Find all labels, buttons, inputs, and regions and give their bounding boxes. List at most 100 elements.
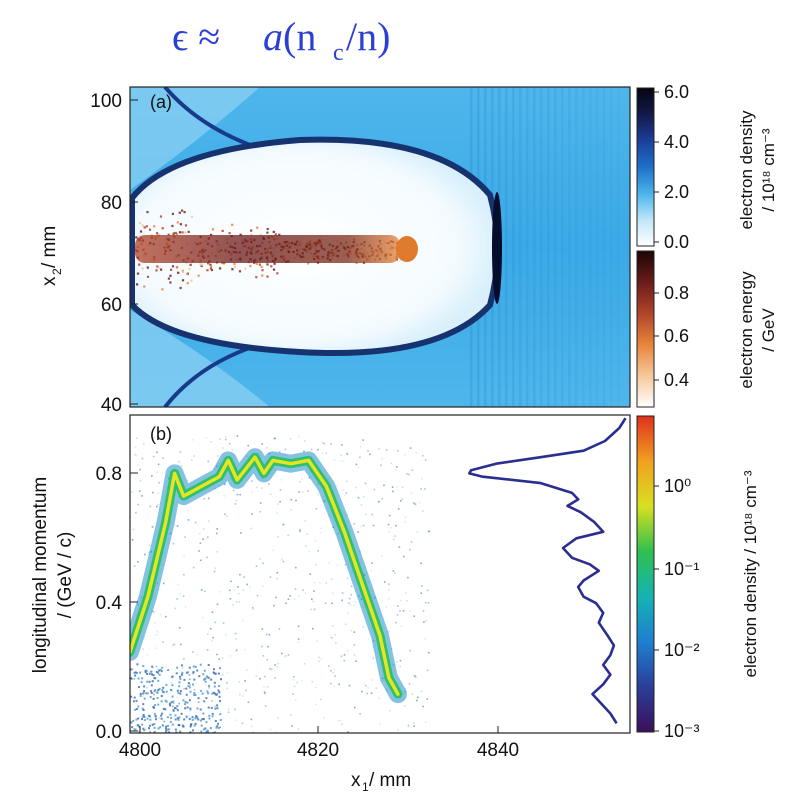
panel-a-beam-particle [258,263,261,266]
panel-b-speckle-dot [332,625,334,627]
panel-b-speckle-dot [146,692,149,695]
panel-b-speckle-dot [413,725,415,727]
panel-b-speckle-dot [216,603,219,606]
panel-b-speckle-dot [193,724,196,727]
panel-b-speckle-dot [225,634,227,636]
panel-a-beam-particle [210,265,213,268]
panel-b-speckle-dot [259,502,262,504]
colorbar-density-unit: / 10¹⁸ cm⁻³ [759,128,778,212]
panel-b-speckle-dot [141,692,144,695]
panel-b-speckle-dot [216,704,219,707]
panel-b-xlabel-sub: 1 [362,780,369,794]
panel-a-beam-particle [161,227,164,230]
panel-b-speckle-dot [135,718,138,721]
panel-a-beam-particle [176,221,179,224]
panel-b-speckle-dot [163,707,166,710]
panel-b-speckle-dot [155,670,158,673]
panel-b-speckle-dot [245,689,247,692]
panel-b-speckle-dot [245,669,248,671]
panel-b-speckle-dot [213,668,215,671]
panel-a-stripe [519,87,522,407]
panel-b-speckle-dot [361,690,363,693]
panel-b-speckle-dot [142,648,145,651]
panel-b-xtick-label: 4820 [297,740,339,761]
panel-a-beam-particle [178,231,182,234]
panel-b-speckle-dot [405,592,407,594]
panel-b-speckle-dot [242,589,245,592]
panel-b-speckle-dot [166,716,169,719]
panel-a-beam-particle [181,231,184,234]
panel-b-speckle-dot [287,598,290,601]
panel-b-speckle-dot [200,724,203,727]
panel-b-speckle-dot [143,690,146,692]
panel-b-speckle-dot [189,683,191,686]
panel-b-speckle-dot [146,717,149,720]
panel-b-speckle-dot [203,498,206,500]
panel-b-speckle-dot [350,585,353,588]
panel-b-speckle-dot [193,694,196,696]
panel-a-beam-particle [148,228,152,231]
panel-b-speckle-dot [347,649,349,652]
panel-b-speckle-dot [355,463,358,466]
panel-b-speckle-dot [131,490,133,493]
panel-b-speckle-dot [200,689,203,692]
panel-b-speckle-dot [207,664,210,666]
panel-a-beam-particle [146,275,150,278]
panel-b-speckle-dot [346,453,349,455]
panel-b-speckle-dot [323,443,326,445]
panel-b-speckle-dot [318,656,320,659]
panel-b-speckle-dot [327,665,330,667]
panel-b-speckle-dot [158,481,160,484]
panel-b-speckle-dot [148,551,150,554]
panel-a-beam-particle [167,277,170,280]
panel-b-speckle-dot [149,715,151,718]
panel-b-speckle-dot [211,712,214,715]
panel-b-speckle-dot [210,678,213,681]
panel-b-speckle-dot [263,675,266,678]
panel-b-ylabel-line2: / (GeV / c) [55,532,76,619]
panel-b-speckle-dot [409,610,411,612]
panel-b-speckle-dot [136,671,138,674]
panel-b-speckle-dot [283,655,286,658]
panel-b-speckle-dot [207,497,210,500]
panel-a-beam-particle [261,274,264,277]
panel-b-speckle-dot [189,731,192,733]
panel-b-speckle-dot [139,468,141,471]
panel-b-speckle-dot [173,643,176,646]
panel-b-speckle-dot [219,719,222,721]
panel-a-beam-particle [138,263,141,266]
panel-b-speckle-dot [184,707,187,710]
panel-b-speckle-dot [281,558,283,561]
panel-b-speckle-dot [137,724,140,727]
panel-b-speckle-dot [159,726,162,729]
panel-a-stripe [554,87,557,407]
panel-b-speckle-dot [160,717,163,720]
panel-a-beam-particle [170,268,173,271]
panel-b-speckle-dot [163,720,166,723]
panel-b-speckle-dot [259,558,261,560]
panel-b-speckle-dot [353,604,355,606]
panel-b-speckle-dot [143,636,146,639]
panel-b-speckle-dot [176,666,179,669]
panel-a-beam-particle [209,267,212,270]
panel-b-speckle-dot [152,611,155,613]
panel-b-speckle-dot [397,450,399,452]
panel-b-speckle-dot [424,488,426,490]
panel-b-speckle-dot [197,701,200,704]
panel-b-speckle-dot [399,659,402,662]
panel-b-speckle-dot [178,461,181,464]
panel-b-speckle-dot [143,442,145,445]
panel-b-speckle-dot [199,542,202,545]
panel-b-speckle-dot [198,550,200,552]
panel-b-speckle-dot [334,633,337,636]
panel-b-speckle-dot [146,672,148,675]
panel-b-speckle-dot [184,703,186,706]
panel-a-stripe [568,87,571,407]
panel-b-speckle-dot [226,671,229,674]
panel-b-speckle-dot [323,717,325,719]
panel-b-speckle-dot [409,649,411,652]
panel-b-speckle-dot [396,486,398,488]
panel-a-beam-particle [171,265,175,268]
panel-b-speckle-dot [390,526,393,529]
panel-b-speckle-dot [153,437,155,439]
